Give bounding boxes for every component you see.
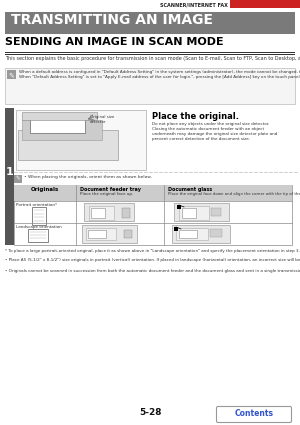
Bar bbox=[177, 205, 181, 209]
Bar bbox=[230, 0, 300, 8]
Text: When a default address is configured in "Default Address Setting" in the system : When a default address is configured in … bbox=[19, 70, 300, 79]
Bar bbox=[86, 228, 116, 240]
Bar bbox=[182, 208, 196, 218]
FancyBboxPatch shape bbox=[217, 406, 292, 422]
Bar bbox=[22, 112, 97, 120]
Bar bbox=[179, 230, 197, 238]
Text: Place the original face down and align the corner with the tip of the arrow mark: Place the original face down and align t… bbox=[168, 192, 300, 196]
Bar bbox=[174, 227, 178, 231]
Text: • Place A5 (5-1/2" x 8-1/2") size originals in portrait (vertical) orientation. : • Place A5 (5-1/2" x 8-1/2") size origin… bbox=[5, 258, 300, 262]
Text: * To place a large portrait-oriented original, place it as shown above in "Lands: * To place a large portrait-oriented ori… bbox=[5, 249, 300, 253]
Text: Do not place any objects under the original size detector.
Closing the automatic: Do not place any objects under the origi… bbox=[152, 122, 278, 141]
Bar bbox=[122, 208, 130, 218]
Bar bbox=[89, 206, 114, 220]
Bar bbox=[5, 108, 14, 245]
Text: 5-28: 5-28 bbox=[139, 408, 161, 417]
Text: • When placing the originals, orient them as shown below.: • When placing the originals, orient the… bbox=[24, 175, 152, 179]
Bar bbox=[5, 52, 295, 53]
Bar bbox=[88, 230, 106, 238]
Bar bbox=[14, 175, 22, 183]
Bar bbox=[28, 229, 48, 242]
Bar bbox=[174, 203, 229, 221]
Text: SENDING AN IMAGE IN SCAN MODE: SENDING AN IMAGE IN SCAN MODE bbox=[5, 37, 224, 47]
Text: • Originals cannot be scanned in succession from both the automatic document fee: • Originals cannot be scanned in success… bbox=[5, 269, 300, 273]
Bar bbox=[32, 207, 46, 225]
Text: Originals: Originals bbox=[31, 187, 59, 192]
Bar bbox=[124, 230, 132, 238]
Bar bbox=[211, 208, 221, 216]
Text: Portrait orientation*: Portrait orientation* bbox=[16, 203, 57, 207]
Text: 1: 1 bbox=[6, 167, 14, 177]
Bar bbox=[179, 206, 209, 220]
Text: This section explains the basic procedure for transmission in scan mode (Scan to: This section explains the basic procedur… bbox=[5, 56, 300, 61]
Text: Original size
detector: Original size detector bbox=[90, 115, 114, 124]
Bar bbox=[91, 208, 105, 218]
Bar bbox=[82, 225, 137, 243]
Bar bbox=[18, 130, 118, 160]
Bar bbox=[172, 225, 230, 243]
Bar bbox=[14, 185, 292, 245]
Bar bbox=[14, 185, 292, 201]
Bar bbox=[22, 120, 102, 140]
Text: Document feeder tray: Document feeder tray bbox=[80, 187, 141, 192]
Bar bbox=[176, 228, 208, 240]
Bar bbox=[5, 68, 295, 104]
Text: TRANSMITTING AN IMAGE: TRANSMITTING AN IMAGE bbox=[11, 13, 213, 27]
Text: ✎: ✎ bbox=[16, 176, 20, 181]
Bar bbox=[84, 203, 134, 221]
Bar bbox=[5, 12, 295, 34]
Text: Landscape orientation: Landscape orientation bbox=[16, 225, 62, 229]
Bar bbox=[16, 110, 146, 170]
Bar bbox=[7, 70, 16, 79]
Text: Place the original face up.: Place the original face up. bbox=[80, 192, 133, 196]
Text: Place the original.: Place the original. bbox=[152, 112, 239, 121]
Text: ✎: ✎ bbox=[9, 72, 14, 78]
Bar bbox=[30, 115, 85, 133]
Text: Contents: Contents bbox=[235, 409, 274, 418]
Text: Document glass: Document glass bbox=[168, 187, 212, 192]
Bar bbox=[210, 229, 222, 237]
Text: SCANNER/INTERNET FAX: SCANNER/INTERNET FAX bbox=[160, 2, 228, 7]
